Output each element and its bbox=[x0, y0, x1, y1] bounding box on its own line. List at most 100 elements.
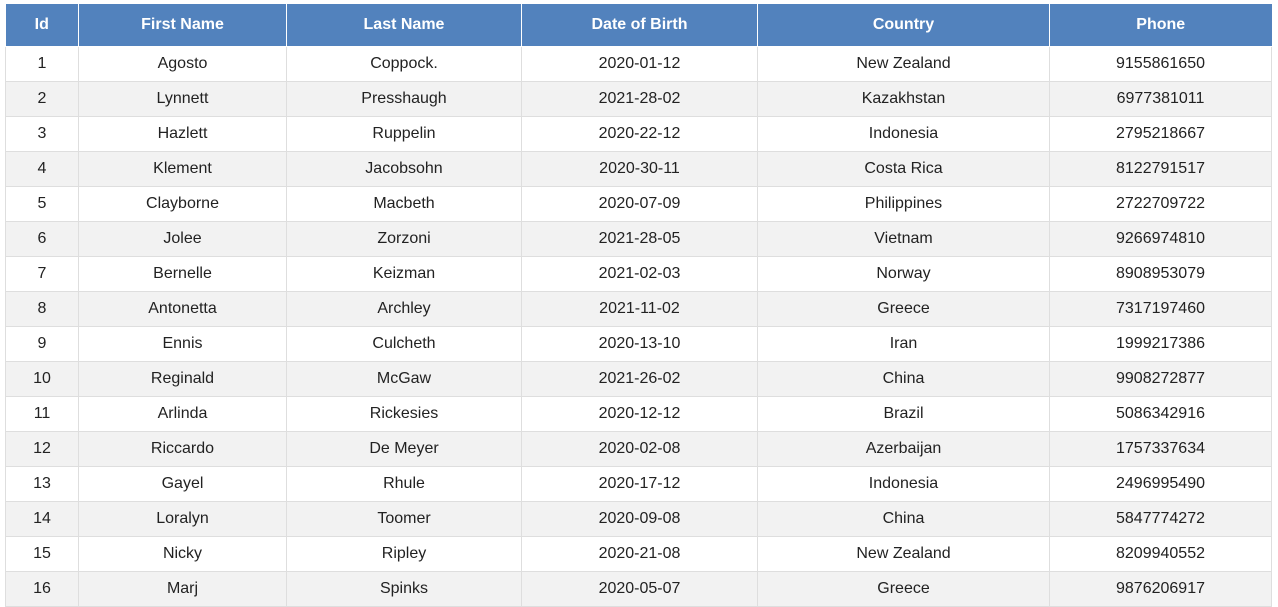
cell-id: 10 bbox=[5, 361, 79, 397]
cell-id: 16 bbox=[5, 571, 79, 607]
cell-phone: 9908272877 bbox=[1049, 361, 1272, 397]
cell-date-of-birth: 2020-01-12 bbox=[521, 46, 758, 82]
cell-date-of-birth: 2021-11-02 bbox=[521, 291, 758, 327]
cell-first-name: Loralyn bbox=[78, 501, 287, 537]
cell-last-name: Zorzoni bbox=[286, 221, 522, 257]
cell-last-name: Keizman bbox=[286, 256, 522, 292]
cell-country: Greece bbox=[757, 571, 1050, 607]
cell-id: 4 bbox=[5, 151, 79, 187]
table-row[interactable]: 4 Klement Jacobsohn 2020-30-11 Costa Rica 812… bbox=[5, 151, 1272, 187]
cell-phone: 8209940552 bbox=[1049, 536, 1272, 572]
cell-phone: 9876206917 bbox=[1049, 571, 1272, 607]
cell-phone: 1757337634 bbox=[1049, 431, 1272, 467]
cell-date-of-birth: 2020-02-08 bbox=[521, 431, 758, 467]
table-row[interactable]: 2 Lynnett Presshaugh 2021-28-02 Kazakhstan 69… bbox=[5, 81, 1272, 117]
cell-id: 11 bbox=[5, 396, 79, 432]
table-row[interactable]: 13 Gayel Rhule 2020-17-12 Indonesia 249699549… bbox=[5, 466, 1272, 502]
cell-date-of-birth: 2021-02-03 bbox=[521, 256, 758, 292]
table-row[interactable]: 6 Jolee Zorzoni 2021-28-05 Vietnam 9266974810 bbox=[5, 221, 1272, 257]
cell-date-of-birth: 2021-28-05 bbox=[521, 221, 758, 257]
column-header-phone[interactable]: Phone bbox=[1049, 4, 1272, 47]
cell-first-name: Agosto bbox=[78, 46, 287, 82]
cell-first-name: Arlinda bbox=[78, 396, 287, 432]
column-header-date-of-birth[interactable]: Date of Birth bbox=[521, 4, 758, 47]
column-header-id[interactable]: Id bbox=[5, 4, 79, 47]
table-row[interactable]: 8 Antonetta Archley 2021-11-02 Greece 7317197… bbox=[5, 291, 1272, 327]
cell-phone: 9155861650 bbox=[1049, 46, 1272, 82]
cell-phone: 5086342916 bbox=[1049, 396, 1272, 432]
table-row[interactable]: 9 Ennis Culcheth 2020-13-10 Iran 1999217386 bbox=[5, 326, 1272, 362]
cell-first-name: Bernelle bbox=[78, 256, 287, 292]
cell-country: Vietnam bbox=[757, 221, 1050, 257]
cell-first-name: Antonetta bbox=[78, 291, 287, 327]
table-row[interactable]: 7 Bernelle Keizman 2021-02-03 Norway 89089530… bbox=[5, 256, 1272, 292]
cell-id: 6 bbox=[5, 221, 79, 257]
cell-last-name: Rickesies bbox=[286, 396, 522, 432]
column-header-last-name[interactable]: Last Name bbox=[286, 4, 522, 47]
cell-phone: 1999217386 bbox=[1049, 326, 1272, 362]
cell-date-of-birth: 2020-17-12 bbox=[521, 466, 758, 502]
table-row[interactable]: 5 Clayborne Macbeth 2020-07-09 Philippines 27… bbox=[5, 186, 1272, 222]
cell-country: Azerbaijan bbox=[757, 431, 1050, 467]
cell-id: 12 bbox=[5, 431, 79, 467]
table-body: 1 Agosto Coppock. 2020-01-12 New Zealand 9155… bbox=[5, 46, 1272, 607]
cell-date-of-birth: 2020-12-12 bbox=[521, 396, 758, 432]
table-row[interactable]: 1 Agosto Coppock. 2020-01-12 New Zealand 9155… bbox=[5, 46, 1272, 82]
cell-country: Iran bbox=[757, 326, 1050, 362]
cell-id: 7 bbox=[5, 256, 79, 292]
cell-id: 1 bbox=[5, 46, 79, 82]
cell-phone: 9266974810 bbox=[1049, 221, 1272, 257]
cell-phone: 2722709722 bbox=[1049, 186, 1272, 222]
cell-first-name: Jolee bbox=[78, 221, 287, 257]
cell-date-of-birth: 2021-28-02 bbox=[521, 81, 758, 117]
cell-last-name: Ruppelin bbox=[286, 116, 522, 152]
cell-phone: 6977381011 bbox=[1049, 81, 1272, 117]
table-row[interactable]: 15 Nicky Ripley 2020-21-08 New Zealand 820994… bbox=[5, 536, 1272, 572]
table-row[interactable]: 16 Marj Spinks 2020-05-07 Greece 9876206917 bbox=[5, 571, 1272, 607]
cell-date-of-birth: 2020-05-07 bbox=[521, 571, 758, 607]
cell-phone: 7317197460 bbox=[1049, 291, 1272, 327]
cell-date-of-birth: 2020-07-09 bbox=[521, 186, 758, 222]
cell-country: Costa Rica bbox=[757, 151, 1050, 187]
table-row[interactable]: 12 Riccardo De Meyer 2020-02-08 Azerbaijan 17… bbox=[5, 431, 1272, 467]
cell-country: New Zealand bbox=[757, 536, 1050, 572]
table-row[interactable]: 11 Arlinda Rickesies 2020-12-12 Brazil 508634… bbox=[5, 396, 1272, 432]
cell-country: Norway bbox=[757, 256, 1050, 292]
table-header: Id First Name Last Name Date of Birth Co… bbox=[5, 4, 1272, 47]
cell-first-name: Nicky bbox=[78, 536, 287, 572]
cell-first-name: Riccardo bbox=[78, 431, 287, 467]
cell-phone: 5847774272 bbox=[1049, 501, 1272, 537]
cell-country: China bbox=[757, 501, 1050, 537]
cell-date-of-birth: 2020-13-10 bbox=[521, 326, 758, 362]
cell-country: Kazakhstan bbox=[757, 81, 1050, 117]
cell-date-of-birth: 2020-09-08 bbox=[521, 501, 758, 537]
cell-date-of-birth: 2020-30-11 bbox=[521, 151, 758, 187]
cell-phone: 2795218667 bbox=[1049, 116, 1272, 152]
cell-phone: 8122791517 bbox=[1049, 151, 1272, 187]
cell-first-name: Hazlett bbox=[78, 116, 287, 152]
cell-last-name: Rhule bbox=[286, 466, 522, 502]
cell-last-name: Presshaugh bbox=[286, 81, 522, 117]
cell-first-name: Lynnett bbox=[78, 81, 287, 117]
cell-country: Brazil bbox=[757, 396, 1050, 432]
column-header-first-name[interactable]: First Name bbox=[78, 4, 287, 47]
table-row[interactable]: 3 Hazlett Ruppelin 2020-22-12 Indonesia 27952… bbox=[5, 116, 1272, 152]
cell-last-name: Macbeth bbox=[286, 186, 522, 222]
data-table-container: Id First Name Last Name Date of Birth Co… bbox=[5, 4, 1272, 607]
data-table: Id First Name Last Name Date of Birth Co… bbox=[5, 4, 1272, 607]
table-row[interactable]: 10 Reginald McGaw 2021-26-02 China 9908272877 bbox=[5, 361, 1272, 397]
cell-last-name: Archley bbox=[286, 291, 522, 327]
table-row[interactable]: 14 Loralyn Toomer 2020-09-08 China 5847774272 bbox=[5, 501, 1272, 537]
cell-date-of-birth: 2020-22-12 bbox=[521, 116, 758, 152]
cell-id: 14 bbox=[5, 501, 79, 537]
cell-last-name: Coppock. bbox=[286, 46, 522, 82]
cell-phone: 2496995490 bbox=[1049, 466, 1272, 502]
cell-country: Indonesia bbox=[757, 466, 1050, 502]
cell-first-name: Klement bbox=[78, 151, 287, 187]
column-header-country[interactable]: Country bbox=[757, 4, 1050, 47]
cell-last-name: De Meyer bbox=[286, 431, 522, 467]
cell-phone: 8908953079 bbox=[1049, 256, 1272, 292]
cell-last-name: McGaw bbox=[286, 361, 522, 397]
cell-country: Philippines bbox=[757, 186, 1050, 222]
cell-last-name: Ripley bbox=[286, 536, 522, 572]
